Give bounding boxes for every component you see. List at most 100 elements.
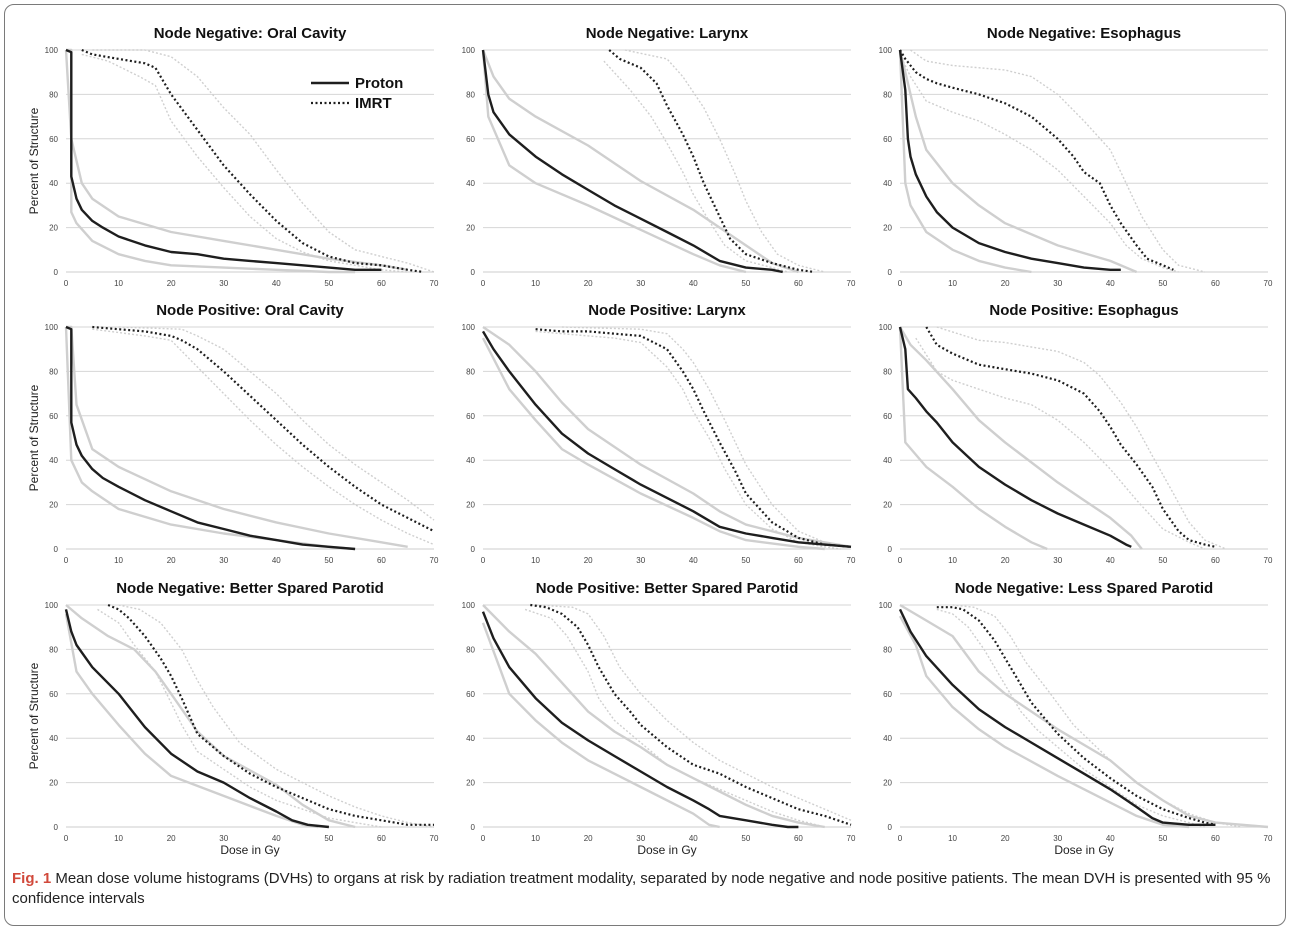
y-tick-label: 60 <box>49 412 58 421</box>
imrt-ci-line <box>81 53 408 273</box>
y-tick-label: 60 <box>883 690 892 699</box>
y-tick-label: 0 <box>888 823 893 832</box>
y-tick-label: 80 <box>466 367 475 376</box>
y-tick-label: 80 <box>883 90 892 99</box>
x-tick-label: 60 <box>377 279 386 288</box>
y-tick-label: 20 <box>466 224 475 233</box>
x-tick-label: 40 <box>1106 279 1115 288</box>
y-tick-label: 40 <box>883 179 892 188</box>
y-axis-label: Percent of Structure <box>27 384 41 491</box>
x-tick-label: 40 <box>272 279 281 288</box>
y-tick-label: 0 <box>54 823 59 832</box>
panel-title: Node Positive: Esophagus <box>989 302 1178 319</box>
y-tick-label: 40 <box>49 179 58 188</box>
x-tick-label: 20 <box>1001 556 1010 565</box>
proton-ci-line <box>481 337 825 551</box>
x-tick-label: 40 <box>689 556 698 565</box>
x-tick-label: 60 <box>794 834 803 843</box>
x-tick-label: 0 <box>64 834 69 843</box>
x-tick-label: 10 <box>114 279 123 288</box>
proton-mean-line <box>898 608 1216 826</box>
y-tick-label: 100 <box>879 323 893 332</box>
x-tick-label: 40 <box>689 834 698 843</box>
x-tick-label: 10 <box>531 279 540 288</box>
x-tick-label: 10 <box>114 834 123 843</box>
y-tick-label: 0 <box>54 268 59 277</box>
proton-ci-line <box>898 615 1190 829</box>
y-tick-label: 80 <box>883 645 892 654</box>
x-tick-label: 60 <box>1211 556 1220 565</box>
y-tick-label: 60 <box>883 135 892 144</box>
panel-title: Node Positive: Larynx <box>588 302 746 319</box>
x-tick-label: 0 <box>898 279 903 288</box>
imrt-mean-line <box>92 325 435 533</box>
imrt-ci-line <box>535 604 852 821</box>
imrt-ci-line <box>118 326 435 521</box>
x-tick-label: 70 <box>430 279 439 288</box>
y-tick-label: 60 <box>49 135 58 144</box>
y-tick-label: 20 <box>49 501 58 510</box>
imrt-ci-line <box>524 608 825 828</box>
imrt-ci-line <box>915 337 1206 550</box>
x-tick-label: 60 <box>1211 834 1220 843</box>
imrt-ci-line <box>603 60 789 273</box>
y-axis-label: Percent of Structure <box>27 107 41 214</box>
imrt-ci-line <box>118 604 435 828</box>
x-tick-label: 0 <box>898 834 903 843</box>
figure-caption: Fig. 1 Mean dose volume histograms (DVHs… <box>12 869 1277 909</box>
x-tick-label: 0 <box>481 834 486 843</box>
imrt-ci-line <box>92 328 435 546</box>
figure-frame <box>4 4 1286 926</box>
y-tick-label: 40 <box>49 456 58 465</box>
x-tick-label: 0 <box>64 556 69 565</box>
y-tick-label: 80 <box>883 367 892 376</box>
panel-title: Node Positive: Oral Cavity <box>156 302 344 319</box>
y-tick-label: 100 <box>462 46 476 55</box>
x-tick-label: 10 <box>114 556 123 565</box>
proton-mean-line <box>481 330 852 548</box>
x-tick-label: 30 <box>1053 279 1062 288</box>
proton-ci-line <box>482 604 825 829</box>
proton-ci-line <box>64 613 319 829</box>
imrt-mean-line <box>925 326 1216 548</box>
y-tick-label: 100 <box>879 601 893 610</box>
y-tick-label: 80 <box>466 645 475 654</box>
y-tick-label: 0 <box>471 268 476 277</box>
y-tick-label: 0 <box>54 545 59 554</box>
panel-title: Node Negative: Better Spared Parotid <box>116 580 384 597</box>
x-tick-label: 30 <box>636 279 645 288</box>
y-tick-label: 80 <box>49 90 58 99</box>
imrt-mean-line <box>608 49 815 274</box>
panel-title: Node Negative: Oral Cavity <box>154 25 347 42</box>
y-tick-label: 0 <box>471 823 476 832</box>
x-tick-label: 30 <box>1053 834 1062 843</box>
imrt-mean-line <box>535 328 852 548</box>
x-tick-label: 40 <box>689 279 698 288</box>
x-tick-label: 20 <box>584 279 593 288</box>
x-tick-label: 0 <box>898 556 903 565</box>
imrt-mean-line <box>899 49 1174 271</box>
x-tick-label: 60 <box>1211 279 1220 288</box>
x-tick-label: 10 <box>948 279 957 288</box>
x-tick-label: 20 <box>167 834 176 843</box>
x-tick-label: 60 <box>377 834 386 843</box>
x-tick-label: 20 <box>584 834 593 843</box>
figure-label: Fig. 1 <box>12 870 52 887</box>
x-tick-label: 70 <box>430 556 439 565</box>
y-tick-label: 60 <box>466 690 475 699</box>
x-tick-label: 70 <box>1264 556 1273 565</box>
x-tick-label: 30 <box>219 279 228 288</box>
proton-mean-line <box>481 611 799 829</box>
y-tick-label: 100 <box>45 601 59 610</box>
y-tick-label: 60 <box>466 412 475 421</box>
x-tick-label: 70 <box>1264 834 1273 843</box>
x-tick-label: 10 <box>948 834 957 843</box>
x-tick-label: 0 <box>481 279 486 288</box>
x-tick-label: 50 <box>324 834 333 843</box>
y-tick-label: 100 <box>45 46 59 55</box>
x-tick-label: 70 <box>1264 279 1273 288</box>
x-tick-label: 50 <box>1158 556 1167 565</box>
y-tick-label: 40 <box>466 734 475 743</box>
proton-ci-line <box>898 49 1032 274</box>
x-tick-label: 10 <box>531 834 540 843</box>
